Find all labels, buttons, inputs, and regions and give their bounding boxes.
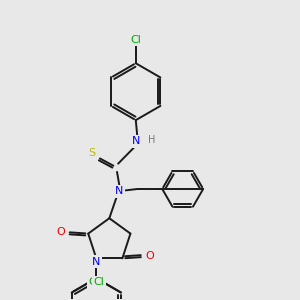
Text: O: O [56, 226, 65, 237]
Text: H: H [148, 135, 156, 145]
Text: N: N [92, 257, 100, 267]
Text: Cl: Cl [130, 35, 141, 45]
Text: N: N [115, 186, 124, 196]
Text: Cl: Cl [88, 277, 99, 287]
Text: Cl: Cl [94, 277, 104, 287]
Text: N: N [132, 136, 140, 146]
Text: S: S [89, 148, 96, 158]
Text: O: O [146, 251, 154, 261]
